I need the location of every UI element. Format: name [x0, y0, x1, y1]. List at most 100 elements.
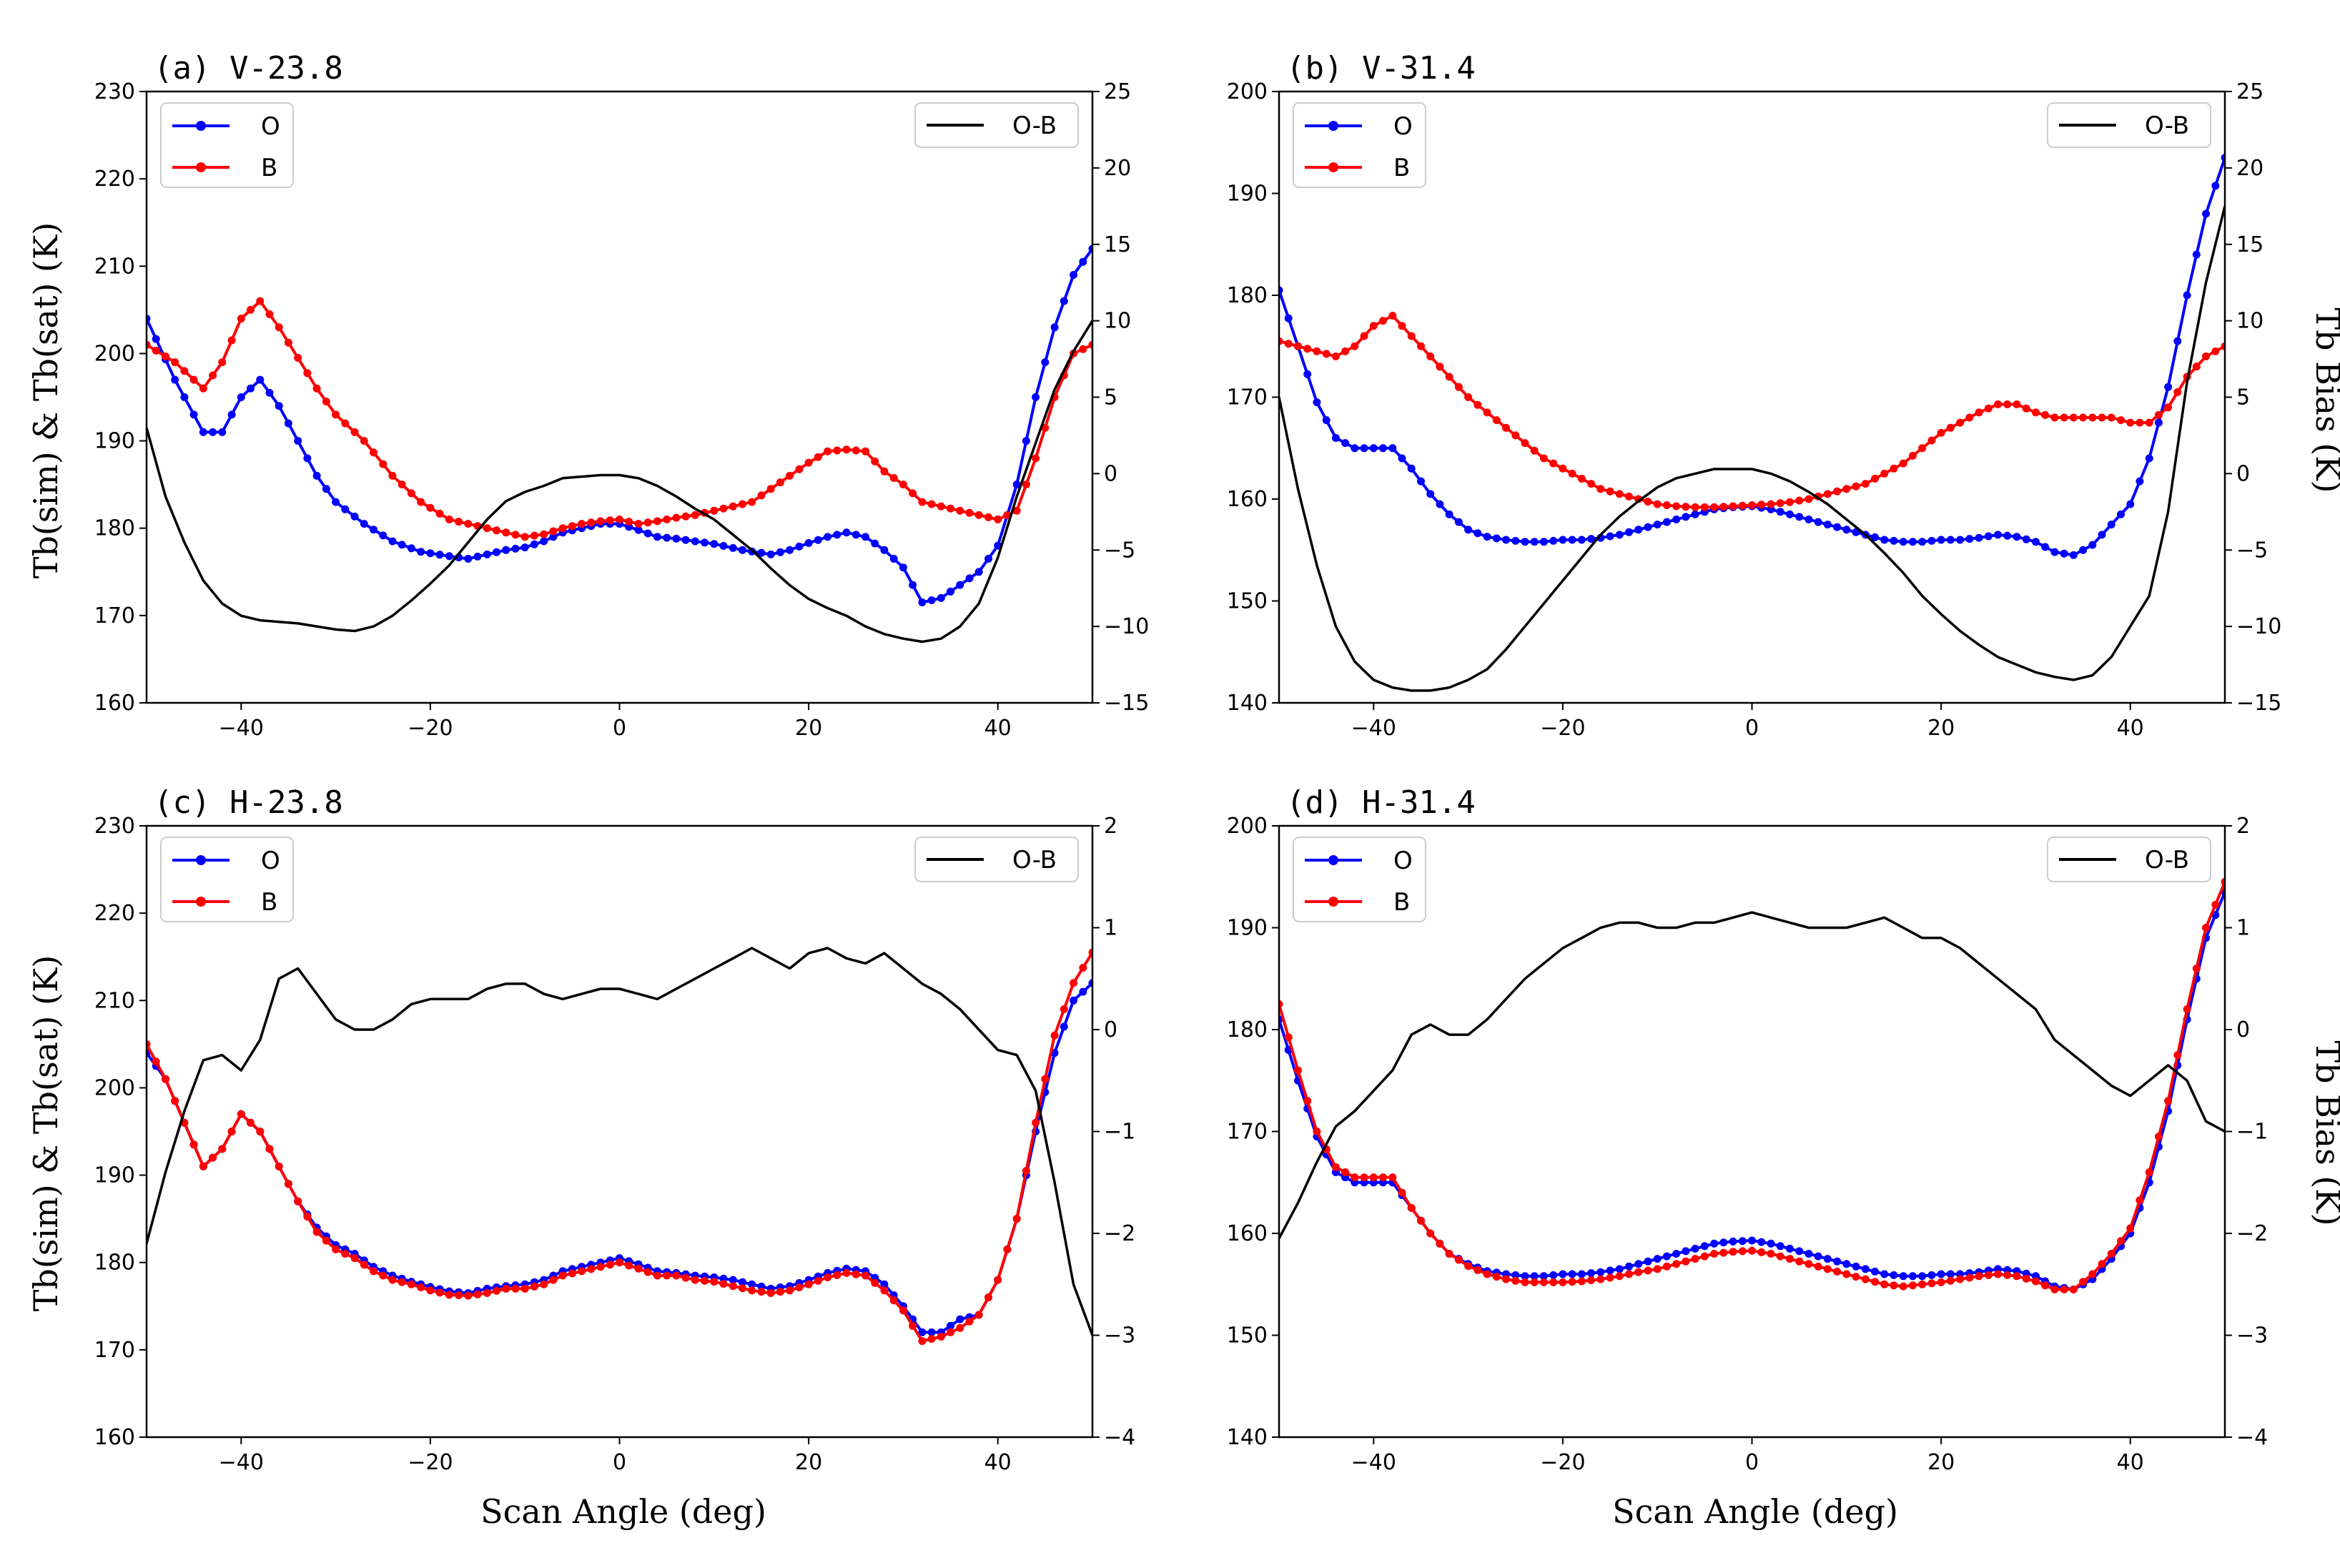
series-B-point — [1568, 1278, 1576, 1286]
series-B-point — [1003, 1245, 1012, 1253]
series-B-point — [1662, 501, 1671, 509]
series-O-point — [1672, 1250, 1681, 1258]
series-B-point — [1700, 503, 1709, 511]
series-O-point — [1549, 536, 1558, 545]
series-O-point — [1388, 444, 1397, 453]
series-B-point — [786, 471, 794, 480]
series-O-point — [189, 410, 198, 419]
legend-box — [914, 102, 1079, 148]
series-B-point — [2022, 1274, 2030, 1283]
series-B-point — [1351, 1173, 1359, 1182]
legend-right: O-B — [2047, 102, 2211, 148]
series-B-point — [1918, 444, 1927, 453]
series-B-point — [530, 1282, 538, 1291]
series-B-point — [2221, 877, 2225, 886]
series-O-point — [1814, 518, 1822, 526]
series-B-point — [1975, 1272, 1983, 1281]
series-B-point — [1823, 490, 1832, 498]
series-B-point — [1587, 480, 1596, 488]
series-B-point — [795, 1283, 804, 1291]
series-B-point — [1521, 1278, 1529, 1286]
series-B-point — [511, 531, 520, 539]
series-B-point — [2031, 1277, 2040, 1286]
series-B-point — [587, 1265, 596, 1273]
series-B-point — [1079, 345, 1087, 353]
series-B-point — [332, 410, 340, 419]
series-B-point — [2136, 1196, 2144, 1205]
series-O-point — [984, 555, 992, 563]
series-O-point — [1511, 1271, 1520, 1279]
series-O-point — [1559, 1270, 1567, 1278]
series-O-point — [927, 596, 936, 604]
panel-title: (b) V-31.4 — [1286, 50, 1476, 87]
series-B-point — [1530, 1278, 1539, 1286]
series-O-point — [1776, 1242, 1784, 1251]
legend-label-OmB: O-B — [1012, 112, 1057, 140]
series-O-point — [180, 393, 189, 401]
y-tick-label-right: −10 — [1104, 614, 1149, 639]
series-B-point — [445, 1291, 453, 1299]
series-B-point — [540, 530, 548, 538]
series-B-point — [511, 1284, 520, 1293]
series-O-point — [199, 428, 207, 436]
series-O-point — [1729, 1237, 1737, 1246]
series-B-point — [1088, 948, 1092, 957]
panel-title: (d) H-31.4 — [1286, 784, 1476, 821]
series-B-point — [1070, 979, 1077, 987]
y-tick-label-right: −4 — [1104, 1425, 1135, 1450]
series-B-point — [455, 518, 463, 526]
series-O-point — [350, 512, 359, 521]
series-O-point — [1313, 398, 1321, 407]
series-B-point — [1559, 1278, 1567, 1286]
series-O-point — [332, 498, 340, 506]
y-tick-label-left: 160 — [1227, 487, 1268, 512]
series-O-point — [2173, 337, 2182, 345]
series-B-point — [909, 1321, 917, 1330]
series-B-point — [2098, 1260, 2106, 1268]
series-B-point — [2022, 404, 2030, 413]
y-tick-label-right: 1 — [2236, 916, 2250, 941]
series-B-point — [1842, 1270, 1851, 1278]
y-tick-label-right: 2 — [1104, 814, 1117, 839]
series-O-point — [1060, 297, 1068, 305]
series-O-point — [681, 536, 690, 544]
series-O-point — [511, 544, 520, 553]
series-B-point — [303, 369, 312, 378]
series-O-point — [209, 428, 217, 436]
x-label-right: Scan Angle (deg) — [1612, 1492, 1898, 1531]
series-B-point — [1279, 1000, 1283, 1008]
series-O-point — [1691, 1244, 1699, 1253]
series-B-point — [426, 1286, 435, 1295]
series-B-point — [2154, 410, 2163, 419]
series-B-point — [1369, 1173, 1378, 1182]
series-O-point — [2041, 543, 2050, 551]
series-B-point — [1672, 1260, 1681, 1268]
y-tick-label-right: −10 — [2236, 614, 2281, 639]
series-O-point — [653, 533, 661, 541]
series-B-point — [1012, 1215, 1021, 1223]
series-B-point — [899, 1306, 907, 1315]
series-O-point — [748, 1280, 756, 1288]
series-O-point — [1956, 536, 1965, 544]
series-B-point — [1776, 499, 1784, 508]
series-B-point — [379, 460, 387, 468]
y-tick-label-right: 15 — [1104, 232, 1131, 257]
series-B-point — [322, 1236, 330, 1245]
series-O-point — [265, 388, 274, 397]
series-O-point — [1284, 314, 1293, 322]
series-O-point — [937, 593, 945, 602]
series-B-point — [1729, 502, 1737, 511]
series-O-point — [2202, 209, 2210, 218]
series-O-point — [1502, 536, 1510, 544]
series-B-point — [1710, 1250, 1719, 1258]
plot-frame — [145, 824, 1094, 1439]
series-B-point — [974, 511, 983, 519]
series-B-point — [417, 498, 425, 506]
series-O-point — [1303, 370, 1312, 378]
series-O-point — [1322, 416, 1331, 425]
series-B-point — [275, 1162, 283, 1170]
x-tick-label: 40 — [2117, 1450, 2144, 1475]
series-O-point — [965, 574, 974, 583]
series-O-point — [1767, 1239, 1775, 1248]
legend-left: OB — [160, 102, 294, 188]
